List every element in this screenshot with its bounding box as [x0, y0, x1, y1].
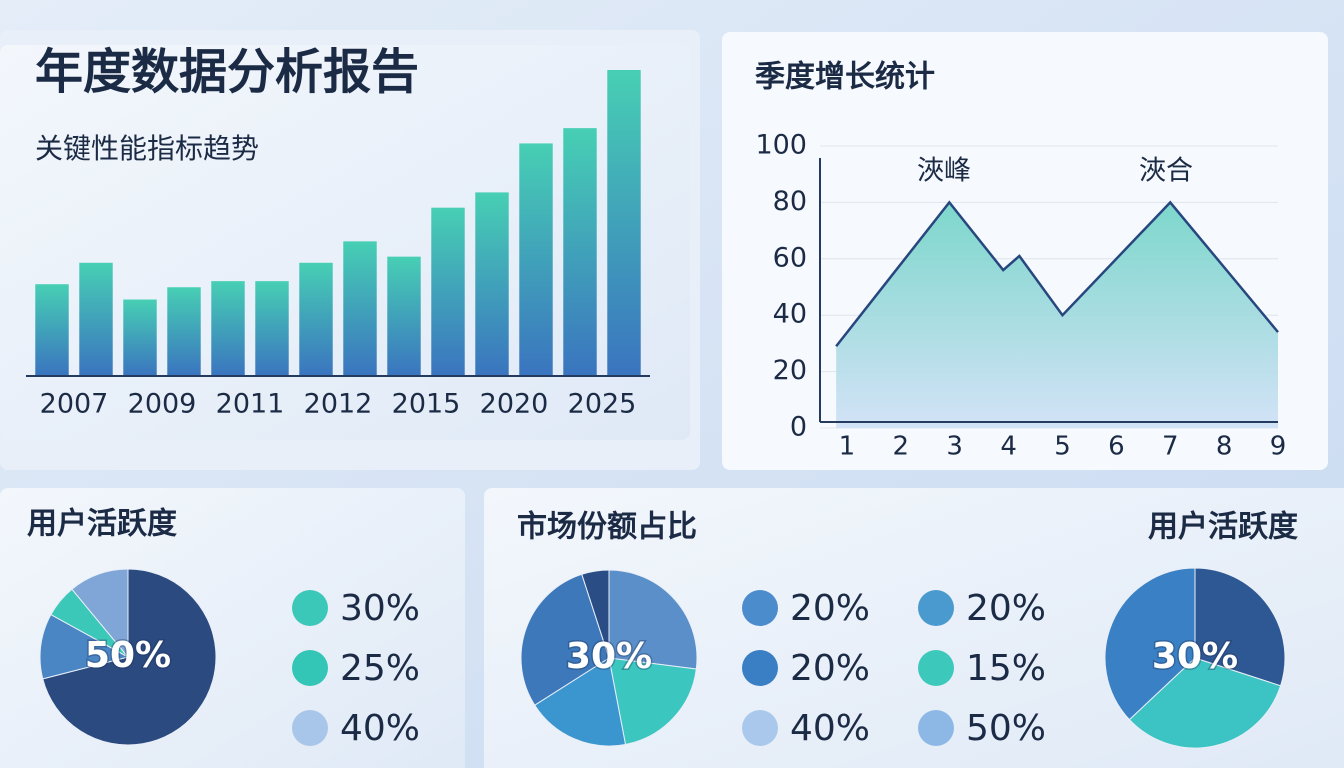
chart-title: 年度数据分析报告	[35, 44, 419, 100]
annotation: 浹峰	[917, 156, 971, 187]
pie-slice	[608, 657, 697, 746]
legend-label: 40%	[340, 708, 420, 749]
bar	[387, 256, 421, 376]
legend-swatch	[918, 650, 954, 686]
bar	[79, 262, 113, 376]
y-tick-label: 40	[773, 299, 807, 330]
legend-label: 30%	[340, 588, 420, 629]
x-tick-label: 2025	[568, 389, 637, 420]
legend-label: 20%	[790, 648, 870, 689]
legend-label: 25%	[340, 648, 420, 689]
x-tick-label: 6	[1108, 432, 1125, 462]
bar	[255, 281, 289, 376]
legend-swatch	[918, 710, 954, 746]
x-tick-label: 7	[1162, 432, 1179, 462]
pie-slice	[39, 613, 130, 680]
pie-slice	[520, 573, 610, 706]
legend-swatch	[918, 590, 954, 626]
x-tick-label: 2011	[216, 389, 285, 420]
pie-slice	[71, 568, 129, 659]
line	[835, 200, 1279, 347]
legend-swatch	[292, 590, 328, 626]
bar	[519, 143, 553, 376]
x-tick-label: 2020	[480, 389, 549, 420]
y-tick-label: 60	[773, 242, 807, 273]
chart-title: 用户活跃度	[27, 507, 177, 542]
pie-slice	[534, 657, 627, 747]
x-tick-label: 8	[1216, 432, 1233, 462]
pie-slice	[581, 569, 610, 659]
legend-swatch	[292, 650, 328, 686]
center-label: 50%	[85, 635, 171, 676]
x-tick-label: 2012	[304, 389, 373, 420]
bar	[607, 70, 641, 376]
y-tick-label: 20	[773, 355, 807, 386]
y-tick-label: 0	[790, 412, 807, 443]
bar	[475, 192, 509, 376]
y-tick-label: 80	[773, 186, 807, 217]
pie-slice	[1104, 567, 1196, 721]
bar	[123, 299, 157, 376]
pie-slice	[1194, 567, 1286, 687]
chart-title: 季度增长统计	[755, 60, 935, 95]
pie-slice	[42, 568, 217, 746]
pie-slice	[1128, 657, 1282, 749]
bar	[563, 128, 597, 376]
x-tick-label: 1	[839, 432, 856, 462]
bar	[211, 281, 245, 376]
x-tick-label: 2009	[128, 389, 197, 420]
legend-label: 20%	[966, 588, 1046, 629]
x-tick-label: 2	[893, 432, 910, 462]
chart-title: 市场份额占比	[517, 510, 697, 545]
legend-label: 50%	[966, 708, 1046, 749]
bar	[431, 207, 465, 376]
x-tick-label: 2015	[392, 389, 461, 420]
x-tick-label: 5	[1054, 432, 1071, 462]
annotation: 浹合	[1139, 156, 1193, 187]
area	[836, 202, 1278, 428]
center-label: 30%	[566, 636, 652, 677]
x-tick-label: 3	[946, 432, 963, 462]
x-tick-label: 2007	[40, 389, 109, 420]
bar	[299, 262, 333, 376]
x-tick-label: 4	[1000, 432, 1017, 462]
x-tick-label: 9	[1270, 432, 1287, 462]
bar	[167, 287, 201, 376]
y-tick-label: 100	[755, 130, 807, 161]
legend-swatch	[742, 710, 778, 746]
legend-swatch	[292, 710, 328, 746]
center-label: 30%	[1152, 636, 1238, 677]
bar	[343, 241, 377, 376]
legend-label: 15%	[966, 648, 1046, 689]
legend-label: 40%	[790, 708, 870, 749]
pie-slice	[608, 569, 698, 670]
bar	[35, 284, 69, 376]
legend-swatch	[742, 650, 778, 686]
chart-title: 用户活跃度	[1148, 510, 1298, 545]
chart-subtitle: 关键性能指标趋势	[35, 132, 259, 165]
legend-swatch	[742, 590, 778, 626]
legend-label: 20%	[790, 588, 870, 629]
